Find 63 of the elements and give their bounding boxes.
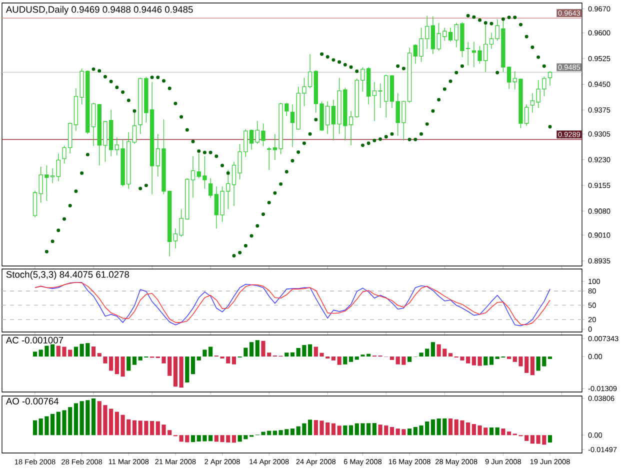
bar (372, 423, 376, 436)
bar (448, 353, 453, 357)
bar (430, 419, 436, 436)
bar (244, 348, 248, 357)
bar (448, 418, 453, 436)
bar (74, 403, 78, 436)
bar (430, 342, 436, 357)
candlestick (56, 153, 61, 182)
bar (232, 435, 236, 443)
bar (126, 356, 131, 371)
bar (408, 356, 412, 362)
bar (343, 425, 348, 436)
bar (354, 356, 359, 360)
bar (249, 342, 254, 357)
bar (232, 356, 236, 364)
bar (97, 353, 102, 357)
chart-title: AO -0.00764 (6, 398, 59, 404)
chart-title: Stoch(5,3,3) 84.4075 61.0278 (6, 270, 129, 280)
bar (390, 356, 394, 360)
chart-title: AUDUSD,Daily 0.9469 0.9488 0.9446 0.9485 (6, 6, 193, 15)
bar (408, 428, 412, 436)
bar (495, 427, 500, 436)
bar (548, 435, 552, 442)
bar (132, 356, 137, 365)
bar (337, 426, 342, 436)
bar (501, 428, 506, 436)
bar (284, 352, 289, 357)
bar (190, 435, 196, 442)
bar (484, 356, 488, 366)
bar (348, 425, 354, 436)
candlestick (290, 104, 295, 148)
bar (185, 356, 190, 382)
bar (150, 421, 154, 436)
bar (530, 356, 534, 376)
bar (91, 398, 96, 436)
bar (290, 428, 295, 436)
bar (343, 356, 348, 364)
bar (348, 356, 354, 362)
bar (32, 420, 38, 436)
candlestick (32, 190, 38, 218)
bar (91, 346, 96, 357)
bar (179, 356, 184, 388)
chart-title: AC -0.001007 (6, 336, 64, 344)
bar (74, 346, 78, 357)
bar (390, 427, 394, 436)
bar (489, 356, 494, 365)
bar (337, 356, 342, 365)
candlestick (548, 70, 552, 86)
bar (331, 423, 336, 436)
bar (196, 356, 201, 360)
bar (173, 356, 178, 387)
bar (32, 352, 38, 357)
candlestick (132, 110, 137, 144)
bar (506, 432, 512, 436)
bar (331, 356, 336, 360)
bar (132, 420, 137, 436)
bar (255, 340, 260, 357)
candlestick (448, 27, 453, 42)
bar (190, 356, 196, 374)
bar (489, 428, 494, 436)
candlestick (267, 146, 272, 170)
bar (290, 352, 295, 357)
candlestick (208, 178, 213, 198)
